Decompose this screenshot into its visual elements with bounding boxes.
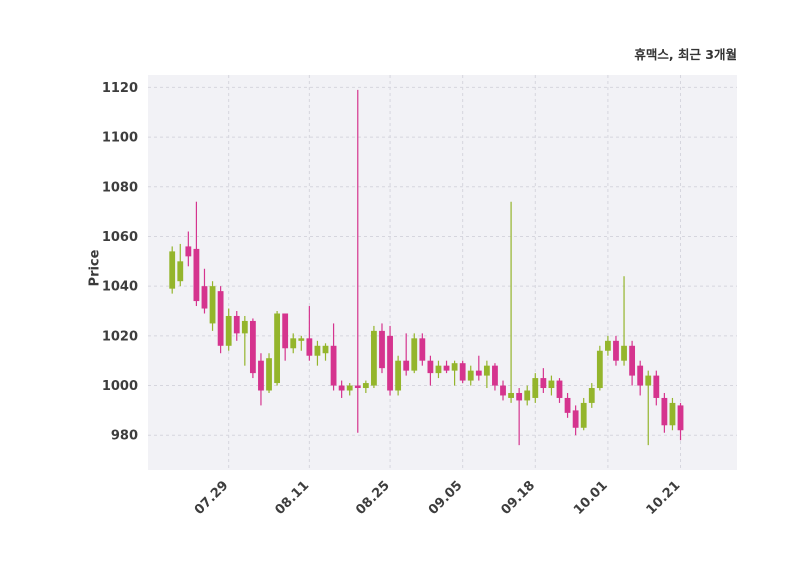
candle-body (653, 375, 660, 398)
candle-body (354, 385, 361, 389)
candle-body (362, 383, 369, 389)
candle-body (435, 365, 442, 374)
x-tick-label: 08.25 (353, 478, 393, 518)
y-tick-label: 1080 (102, 180, 138, 195)
chart-title: 휴맥스, 최근 3개월 (634, 47, 737, 62)
candle-body (387, 335, 393, 391)
x-tick-label: 10.01 (571, 478, 611, 518)
candle-body (669, 402, 676, 426)
y-tick-label: 1060 (102, 230, 138, 245)
candle-body (169, 251, 176, 289)
candle-body (588, 388, 595, 403)
candle-body (459, 363, 466, 381)
candle-body (427, 360, 434, 374)
candle-body (217, 291, 224, 346)
candle-body (322, 345, 329, 354)
candle-body (548, 380, 555, 389)
candle-body (556, 380, 563, 398)
candle-body (233, 315, 240, 334)
x-tick-label: 07.29 (192, 478, 232, 518)
candle-body (532, 378, 539, 398)
candle-body (193, 248, 200, 302)
x-tick-label: 10.21 (644, 478, 684, 518)
candle-body (661, 397, 668, 426)
candle-body (185, 246, 192, 257)
candle-body (596, 350, 603, 389)
x-tick-label: 09.05 (426, 478, 466, 518)
candle-body (613, 340, 619, 361)
candle-body (419, 338, 426, 361)
candle-body (338, 385, 345, 391)
candle-body (298, 338, 305, 341)
candle-body (346, 385, 353, 391)
candle-body (371, 330, 377, 386)
candle-body (483, 365, 490, 376)
y-axis-label: Price (87, 249, 103, 287)
candle-body (604, 340, 611, 351)
candle-body (508, 392, 514, 398)
y-tick-label: 1100 (102, 131, 138, 146)
candle-body (677, 405, 684, 431)
candle-body (572, 410, 579, 428)
candle-body (266, 358, 272, 391)
candle-body (225, 315, 232, 346)
candle-body (540, 378, 547, 389)
candle-body (629, 345, 636, 376)
candle-body (621, 345, 627, 361)
candle-body (475, 370, 482, 376)
candle-body (395, 360, 402, 391)
candle-body (443, 365, 450, 371)
y-tick-label: 980 (111, 429, 138, 444)
candle-body (524, 390, 531, 401)
candle-body (500, 385, 506, 396)
candle-body (290, 338, 297, 349)
candle-body (249, 320, 256, 374)
candle-body (314, 345, 321, 356)
candle-body (306, 338, 313, 356)
candle-body (177, 261, 184, 282)
candle-body (451, 363, 458, 371)
y-tick-label: 1020 (102, 329, 138, 344)
x-tick-label: 09.18 (498, 478, 538, 518)
y-tick-label: 1040 (102, 280, 138, 295)
y-tick-label: 1000 (102, 379, 138, 394)
candle-body (201, 286, 208, 309)
candle-body (645, 375, 652, 386)
candle-body (492, 365, 498, 386)
y-tick-label: 1120 (102, 81, 138, 96)
candle-body (274, 313, 281, 384)
candle-body (379, 330, 385, 369)
candle-body (637, 365, 644, 386)
candle-body (411, 338, 418, 371)
candle-body (241, 320, 248, 334)
candle-body (403, 360, 410, 371)
candle-body (258, 360, 264, 391)
candle-body (516, 392, 523, 401)
candle-body (330, 345, 337, 386)
candle-body (282, 313, 289, 349)
candle-body (467, 370, 474, 381)
x-tick-label: 08.11 (273, 478, 313, 518)
plot-area (148, 75, 737, 470)
candle-body (209, 286, 216, 324)
candle-body (564, 397, 571, 413)
candle-body (580, 402, 587, 428)
